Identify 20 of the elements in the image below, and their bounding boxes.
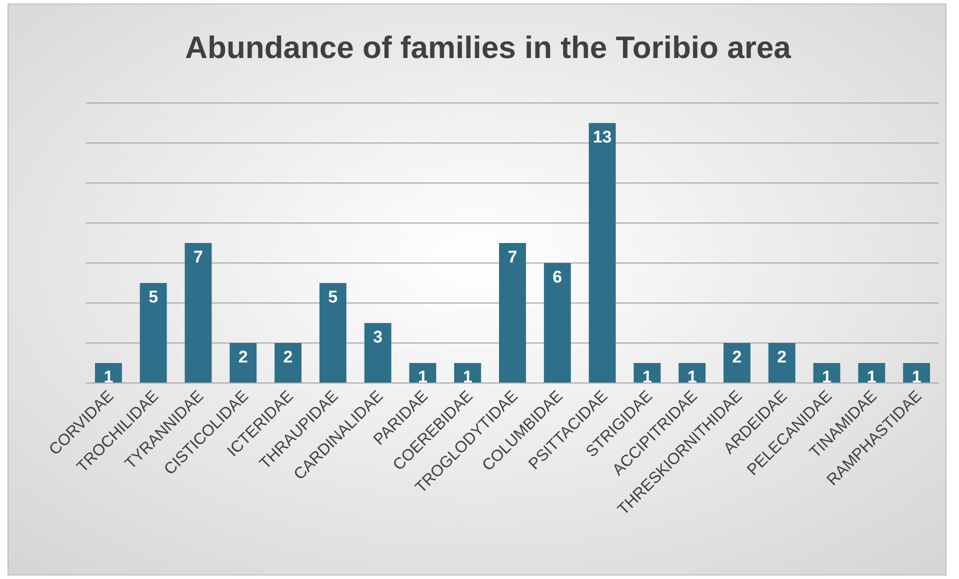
data-label: 1 xyxy=(462,368,472,387)
data-label: 6 xyxy=(552,268,562,287)
data-label: 5 xyxy=(148,288,158,307)
data-label: 1 xyxy=(687,368,697,387)
data-label: 7 xyxy=(508,248,518,267)
data-label: 2 xyxy=(732,348,742,367)
data-label: 1 xyxy=(866,368,876,387)
chart-title: Abundance of families in the Toribio area xyxy=(185,30,792,65)
data-label: 1 xyxy=(418,368,428,387)
data-label: 5 xyxy=(328,288,338,307)
data-label: 1 xyxy=(822,368,832,387)
data-label: 1 xyxy=(642,368,652,387)
data-label: 2 xyxy=(777,348,787,367)
data-label: 1 xyxy=(104,368,114,387)
data-label: 2 xyxy=(283,348,293,367)
data-label: 3 xyxy=(373,328,383,347)
data-label: 13 xyxy=(592,128,612,147)
data-label: 7 xyxy=(194,248,203,267)
data-label: 1 xyxy=(912,368,922,387)
data-label: 2 xyxy=(238,348,248,367)
